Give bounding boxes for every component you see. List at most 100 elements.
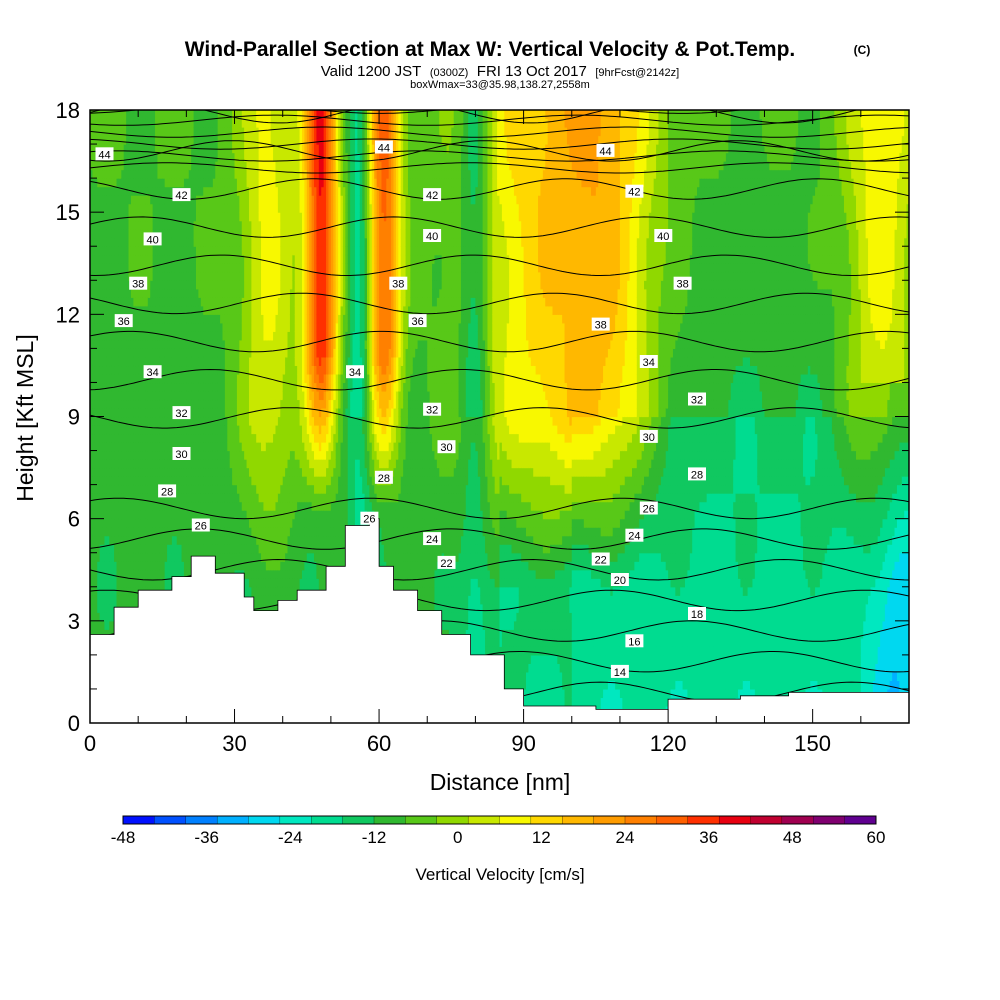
velocity-cell bbox=[174, 152, 178, 162]
velocity-cell bbox=[224, 416, 228, 426]
velocity-cell bbox=[169, 493, 173, 503]
velocity-cell bbox=[215, 476, 219, 486]
velocity-cell bbox=[224, 450, 228, 460]
velocity-cell bbox=[193, 237, 197, 247]
velocity-cell bbox=[90, 186, 94, 196]
velocity-cell bbox=[102, 178, 106, 188]
velocity-cell bbox=[205, 442, 209, 452]
velocity-cell bbox=[222, 314, 226, 324]
velocity-cell bbox=[90, 399, 94, 409]
velocity-cell bbox=[210, 169, 214, 179]
velocity-cell bbox=[130, 569, 134, 579]
velocity-cell bbox=[210, 237, 214, 247]
velocity-cell bbox=[140, 127, 144, 137]
velocity-cell bbox=[162, 527, 166, 537]
velocity-cell bbox=[181, 263, 185, 273]
velocity-cell bbox=[200, 476, 204, 486]
velocity-cell bbox=[200, 161, 204, 171]
velocity-cell bbox=[167, 271, 171, 281]
velocity-cell bbox=[90, 195, 94, 205]
velocity-cell bbox=[203, 229, 207, 239]
velocity-cell bbox=[205, 348, 209, 358]
velocity-cell bbox=[92, 467, 96, 477]
velocity-cell bbox=[222, 254, 226, 264]
velocity-cell bbox=[176, 135, 180, 145]
velocity-cell bbox=[155, 271, 159, 281]
velocity-cell bbox=[179, 561, 183, 571]
velocity-cell bbox=[195, 178, 199, 188]
velocity-cell bbox=[171, 433, 175, 443]
velocity-cell bbox=[174, 561, 178, 571]
velocity-cell bbox=[164, 510, 168, 520]
velocity-cell bbox=[109, 229, 113, 239]
velocity-cell bbox=[106, 305, 110, 315]
velocity-cell bbox=[215, 433, 219, 443]
velocity-cell bbox=[169, 356, 173, 367]
velocity-cell bbox=[138, 399, 142, 409]
velocity-cell bbox=[104, 127, 108, 137]
velocity-cell bbox=[222, 118, 226, 128]
velocity-cell bbox=[140, 229, 144, 239]
velocity-cell bbox=[171, 110, 175, 120]
velocity-cell bbox=[126, 578, 130, 588]
velocity-cell bbox=[220, 178, 224, 188]
velocity-cell bbox=[193, 305, 197, 315]
velocity-cell bbox=[121, 476, 125, 486]
velocity-cell bbox=[159, 382, 163, 392]
velocity-cell bbox=[159, 110, 163, 120]
velocity-cell bbox=[162, 356, 166, 367]
velocity-cell bbox=[203, 459, 207, 469]
velocity-cell bbox=[92, 578, 96, 588]
velocity-cell bbox=[188, 305, 192, 315]
velocity-cell bbox=[203, 467, 207, 477]
velocity-cell bbox=[92, 212, 96, 222]
velocity-cell bbox=[205, 229, 209, 239]
velocity-cell bbox=[212, 195, 216, 205]
velocity-cell bbox=[205, 433, 209, 443]
velocity-cell bbox=[150, 254, 154, 264]
velocity-cell bbox=[186, 331, 190, 341]
velocity-cell bbox=[128, 399, 132, 409]
velocity-cell bbox=[162, 186, 166, 196]
velocity-cell bbox=[191, 322, 195, 332]
velocity-cell bbox=[155, 144, 159, 154]
velocity-cell bbox=[205, 416, 209, 426]
velocity-cell bbox=[126, 569, 130, 579]
velocity-cell bbox=[222, 467, 226, 477]
velocity-cell bbox=[121, 161, 125, 171]
velocity-cell bbox=[155, 110, 159, 120]
velocity-cell bbox=[157, 356, 161, 367]
velocity-cell bbox=[109, 365, 113, 375]
velocity-cell bbox=[142, 118, 146, 128]
velocity-cell bbox=[111, 229, 115, 239]
velocity-cell bbox=[186, 288, 190, 298]
velocity-cell bbox=[97, 314, 101, 324]
velocity-cell bbox=[130, 348, 134, 358]
velocity-cell bbox=[176, 425, 180, 435]
velocity-cell bbox=[167, 280, 171, 290]
velocity-cell bbox=[114, 484, 118, 494]
velocity-cell bbox=[155, 127, 159, 137]
velocity-cell bbox=[97, 552, 101, 562]
velocity-cell bbox=[183, 263, 187, 273]
velocity-cell bbox=[155, 535, 159, 545]
velocity-cell bbox=[215, 535, 219, 545]
velocity-cell bbox=[195, 263, 199, 273]
velocity-cell bbox=[92, 442, 96, 452]
velocity-cell bbox=[155, 493, 159, 503]
velocity-cell bbox=[116, 390, 120, 401]
velocity-cell bbox=[162, 118, 166, 128]
velocity-cell bbox=[109, 501, 113, 511]
velocity-cell bbox=[150, 297, 154, 307]
velocity-cell bbox=[128, 246, 132, 256]
velocity-cell bbox=[215, 305, 219, 315]
velocity-cell bbox=[157, 203, 161, 213]
velocity-cell bbox=[133, 127, 137, 137]
velocity-cell bbox=[97, 220, 101, 230]
velocity-cell bbox=[205, 237, 209, 247]
velocity-cell bbox=[109, 442, 113, 452]
velocity-cell bbox=[203, 501, 207, 511]
velocity-cell bbox=[169, 450, 173, 460]
velocity-cell bbox=[193, 450, 197, 460]
velocity-cell bbox=[171, 127, 175, 137]
